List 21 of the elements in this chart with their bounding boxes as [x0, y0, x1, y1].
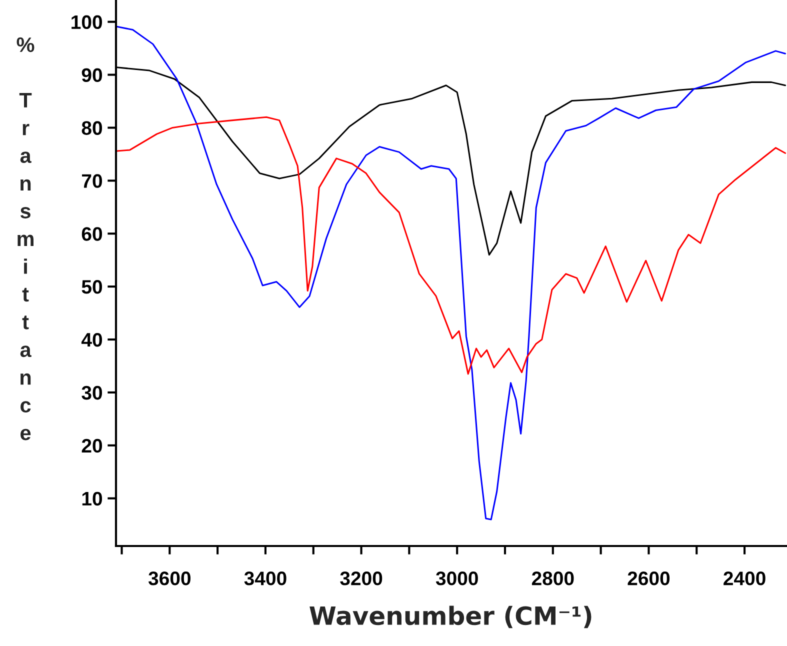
text: % Transmittance	[16, 37, 34, 440]
line-series	[116, 26, 786, 520]
y-tick-label: 60	[82, 227, 102, 241]
y-tick-label: 70	[82, 174, 102, 188]
y-tick-label: 50	[82, 280, 102, 294]
x-tick-label: 2800	[532, 572, 574, 586]
y-tick-label: 90	[82, 68, 102, 82]
x-tick-label: 2600	[628, 572, 670, 586]
line-series	[116, 116, 786, 375]
x-axis-title: Wavenumber (CM⁻¹)	[310, 606, 592, 628]
x-tick-label: 3200	[340, 572, 382, 586]
y-tick-label: 30	[82, 386, 102, 400]
x-tick-label: 2400	[724, 572, 766, 586]
y-tick-label: 40	[81, 332, 102, 347]
y-tick-label: 80	[82, 121, 102, 135]
y-tick-label: 20	[82, 438, 102, 453]
y-tick-label: 100	[72, 15, 102, 30]
x-tick-label: 3600	[148, 572, 190, 586]
x-tick-label: 3400	[244, 572, 286, 586]
x-tick-label: 3000	[436, 572, 478, 586]
y-tick-label: 10	[82, 492, 102, 506]
